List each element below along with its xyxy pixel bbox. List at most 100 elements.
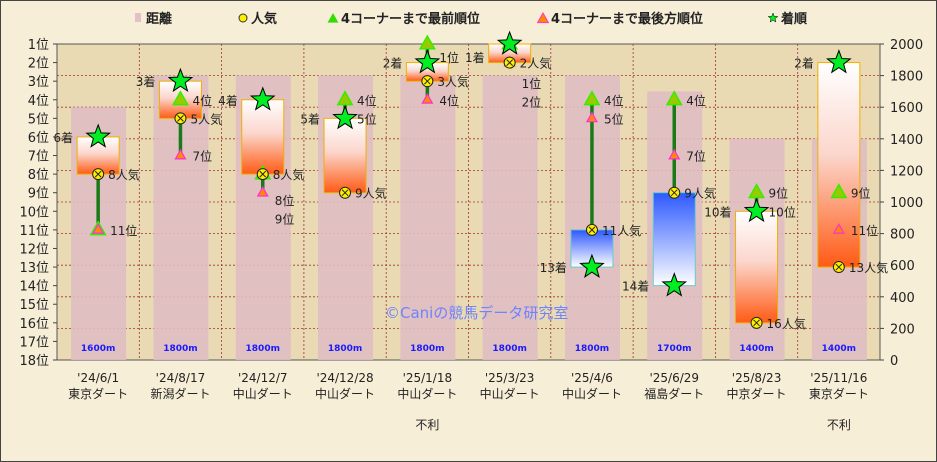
popularity-label: 11人気 (602, 223, 641, 238)
worst-position-label: 10位 (769, 204, 796, 219)
best-position-label: 1位 (439, 50, 459, 65)
finish-star (826, 49, 852, 74)
x-axis-course: 中山ダート (397, 386, 457, 401)
x-axis-date: '24/12/28 (316, 371, 373, 385)
finish-star (249, 86, 276, 111)
distance-label: 1600m (81, 344, 115, 354)
worst-position-label: 9位 (275, 212, 295, 227)
worst-position-marker (421, 92, 434, 104)
right-axis-label: 600 (890, 259, 915, 274)
left-axis-label: 15位 (19, 298, 49, 313)
x-axis-course: 中山ダート (233, 386, 293, 401)
popularity-x-icon (506, 59, 514, 66)
x-axis-note: 不利 (415, 418, 439, 432)
finish-popularity-box (241, 99, 285, 175)
right-axis-label: 1400 (890, 133, 923, 148)
right-axis-label: 1200 (890, 164, 923, 179)
left-axis-label: 16位 (19, 317, 49, 332)
worst-position-label: 7位 (192, 149, 212, 164)
x-axis-course: 中京ダート (727, 386, 787, 401)
best-position-label: 4位 (192, 93, 212, 108)
best-position-label: 11位 (110, 223, 137, 238)
worst-position-marker (585, 111, 599, 123)
best-position-marker (830, 183, 848, 199)
right-axis-label: 2000 (890, 38, 923, 53)
x-axis-course: 東京ダート (809, 386, 869, 401)
worst-position-label: 2位 (522, 95, 542, 110)
worst-position-marker (174, 148, 187, 160)
best-position-marker (748, 183, 766, 199)
x-axis-date: '25/6/29 (649, 371, 699, 385)
popularity-label: 13人気 (849, 260, 888, 275)
worst-position-marker (92, 223, 105, 234)
right-axis-label: 800 (890, 228, 915, 243)
watermark: ©Caniの競馬データ研究室 (385, 304, 568, 322)
right-axis-label: 0 (890, 354, 898, 369)
finish-star (496, 30, 523, 55)
x-axis-course: 福島ダート (644, 386, 704, 401)
legend-finish-icon (767, 12, 779, 23)
worst-position-label: 4位 (439, 93, 459, 108)
finish-label: 2着 (383, 56, 403, 71)
popularity-label: 5人気 (190, 111, 222, 126)
distance-label: 1800m (492, 344, 526, 354)
finish-label: 5着 (300, 111, 320, 126)
right-axis-label: 400 (890, 291, 915, 306)
popularity-label: 8人気 (273, 167, 305, 182)
finish-star (661, 272, 688, 297)
popularity-x-icon (670, 189, 678, 197)
left-axis-label: 3位 (28, 75, 49, 90)
popularity-label: 9人気 (355, 186, 387, 201)
distance-label: 1800m (163, 344, 197, 354)
finish-star (743, 197, 770, 223)
worst-position-marker (256, 185, 269, 197)
legend-worst-icon (536, 11, 550, 24)
popularity-x-icon (835, 263, 843, 271)
popularity-label: 9人気 (684, 186, 716, 201)
x-axis-date: '25/1/18 (403, 371, 453, 385)
finish-star (579, 253, 605, 278)
popularity-x-icon (753, 319, 760, 327)
popularity-x-icon (177, 114, 184, 122)
best-position-marker (336, 90, 354, 106)
popularity-x-icon (259, 170, 267, 178)
x-axis-course: 東京ダート (68, 386, 128, 401)
left-axis-label: 13位 (19, 261, 49, 276)
left-axis-label: 10位 (19, 205, 49, 220)
legend: 距離 人気 4コーナーまで最前順位 4コーナーまで最後方順位 着順 (135, 11, 808, 27)
x-axis-course: 中山ダート (562, 386, 622, 401)
left-axis-label: 12位 (19, 242, 49, 257)
popularity-x-icon (341, 189, 349, 197)
finish-star (167, 67, 194, 93)
best-position-label: 4位 (357, 93, 377, 108)
finish-label: 6着 (54, 130, 74, 145)
popularity-label: 16人気 (767, 316, 806, 331)
finish-star (85, 123, 111, 148)
x-axis-date: '25/8/23 (732, 371, 782, 385)
distance-label: 1800m (575, 344, 609, 354)
worst-position-label: 5位 (604, 111, 624, 126)
finish-popularity-box (735, 210, 779, 324)
x-axis-date: '25/4/6 (571, 371, 613, 385)
legend-label: 4コーナーまで最前順位 (341, 11, 480, 27)
popularity-label: 2人気 (520, 56, 552, 71)
finish-label: 13着 (540, 260, 567, 275)
legend-label: 4コーナーまで最後方順位 (551, 11, 703, 27)
finish-label: 14着 (622, 279, 649, 294)
left-axis-label: 14位 (19, 280, 49, 295)
finish-star (332, 104, 358, 130)
x-axis-date: '24/6/1 (77, 371, 119, 385)
finish-label: 1着 (465, 50, 485, 65)
x-axis-course: 新潟ダート (150, 386, 210, 401)
popularity-x-icon (588, 226, 596, 234)
left-axis-label: 5位 (28, 112, 49, 127)
best-position-marker (583, 90, 601, 106)
right-axis-label: 200 (890, 322, 915, 337)
left-axis-label: 18位 (19, 354, 49, 369)
x-axis-course: 中山ダート (480, 386, 540, 401)
worst-position-label: 11位 (851, 223, 878, 238)
worst-position-marker (668, 148, 681, 160)
distance-label: 1700m (657, 344, 691, 354)
legend-label: 人気 (251, 11, 277, 27)
